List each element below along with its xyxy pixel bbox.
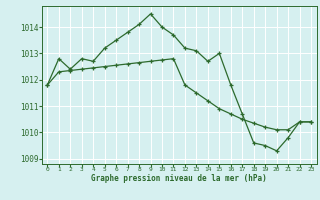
X-axis label: Graphe pression niveau de la mer (hPa): Graphe pression niveau de la mer (hPa): [91, 174, 267, 183]
